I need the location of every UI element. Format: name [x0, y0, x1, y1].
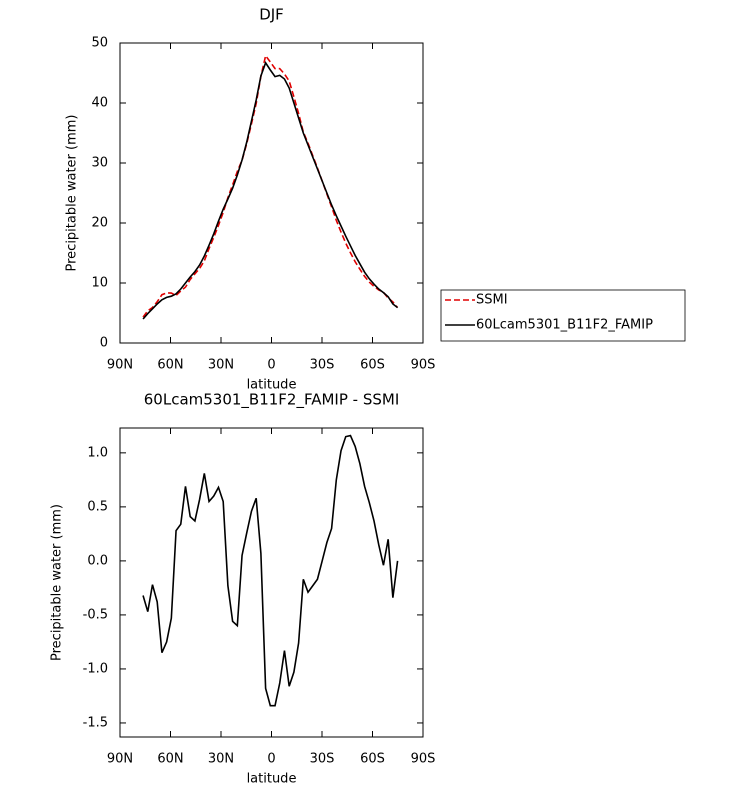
x-tick-label: 30N — [208, 358, 234, 373]
y-tick-label: -1.0 — [83, 661, 108, 676]
x-tick-label: 60N — [157, 752, 183, 767]
y-tick-label: 0.5 — [87, 499, 108, 514]
x-tick-label: 60S — [360, 752, 385, 767]
y-tick-label: 30 — [91, 156, 108, 171]
x-tick-label: 60S — [360, 358, 385, 373]
legend-label: 60Lcam5301_B11F2_FAMIP — [476, 318, 653, 333]
y-tick-label: 0.0 — [87, 553, 108, 568]
x-tick-label: 30N — [208, 752, 234, 767]
data-line — [142, 53, 399, 318]
plot-frame — [119, 427, 424, 738]
data-line — [142, 61, 399, 320]
x-tick-label: 0 — [267, 752, 275, 767]
x-tick-label: 90S — [411, 358, 436, 373]
y-axis-label: Precipitable water (mm) — [65, 115, 80, 272]
x-tick-label: 60N — [157, 358, 183, 373]
y-tick-label: 40 — [91, 96, 108, 111]
y-tick-label: 0 — [100, 336, 108, 351]
y-tick-label: 10 — [91, 276, 108, 291]
x-axis-label: latitude — [247, 378, 297, 393]
chart-title: DJF — [259, 6, 284, 24]
x-tick-label: 90S — [411, 752, 436, 767]
x-axis-label: latitude — [247, 772, 297, 787]
y-tick-label: 20 — [91, 216, 108, 231]
x-tick-label: 30S — [310, 752, 335, 767]
x-tick-label: 90N — [107, 358, 133, 373]
chart-title: 60Lcam5301_B11F2_FAMIP - SSMI — [144, 391, 400, 410]
legend-label: SSMI — [476, 293, 508, 308]
y-tick-label: -1.5 — [83, 715, 108, 730]
y-tick-label: -0.5 — [83, 607, 108, 622]
x-tick-label: 30S — [310, 358, 335, 373]
x-tick-label: 0 — [267, 358, 275, 373]
data-line — [142, 434, 399, 707]
y-axis-label: Precipitable water (mm) — [50, 504, 65, 661]
y-tick-label: 50 — [91, 36, 108, 51]
legend-box — [440, 289, 686, 342]
x-tick-label: 90N — [107, 752, 133, 767]
y-tick-label: 1.0 — [87, 445, 108, 460]
